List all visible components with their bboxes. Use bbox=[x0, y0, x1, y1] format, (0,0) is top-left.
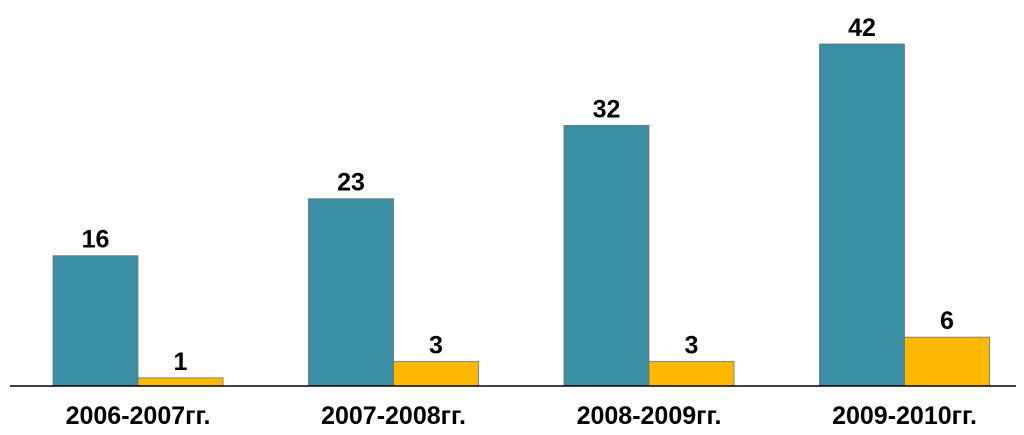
x-tick-label-4: 2009-2010гг. bbox=[832, 402, 977, 430]
bar-series2-1 bbox=[137, 377, 224, 387]
value-label-series2-3: 3 bbox=[685, 332, 699, 360]
bar-series2-2 bbox=[393, 361, 479, 387]
bar-series1-4 bbox=[819, 43, 905, 387]
bar-series1-1 bbox=[52, 255, 139, 387]
x-tick-label-1: 2006-2007гг. bbox=[66, 402, 211, 430]
bars-group bbox=[52, 43, 990, 387]
bar-series1-2 bbox=[308, 198, 394, 387]
bar-series2-4 bbox=[904, 336, 990, 387]
value-label-series2-2: 3 bbox=[429, 332, 443, 360]
value-label-series2-1: 1 bbox=[174, 348, 188, 376]
value-labels-group: 16 1 23 3 32 3 42 6 bbox=[82, 14, 954, 376]
value-label-series1-1: 16 bbox=[82, 226, 110, 254]
value-label-series1-2: 23 bbox=[337, 169, 365, 197]
bar-series1-3 bbox=[563, 125, 650, 387]
value-label-series2-4: 6 bbox=[940, 307, 954, 335]
x-tick-labels-group: 2006-2007гг. 2007-2008гг. 2008-2009гг. 2009… bbox=[66, 402, 977, 430]
value-label-series1-3: 32 bbox=[593, 95, 621, 123]
x-tick-label-2: 2007-2008гг. bbox=[321, 402, 466, 430]
bar-series2-3 bbox=[648, 361, 735, 387]
x-tick-label-3: 2008-2009гг. bbox=[577, 402, 722, 430]
value-label-series1-4: 42 bbox=[848, 14, 876, 42]
